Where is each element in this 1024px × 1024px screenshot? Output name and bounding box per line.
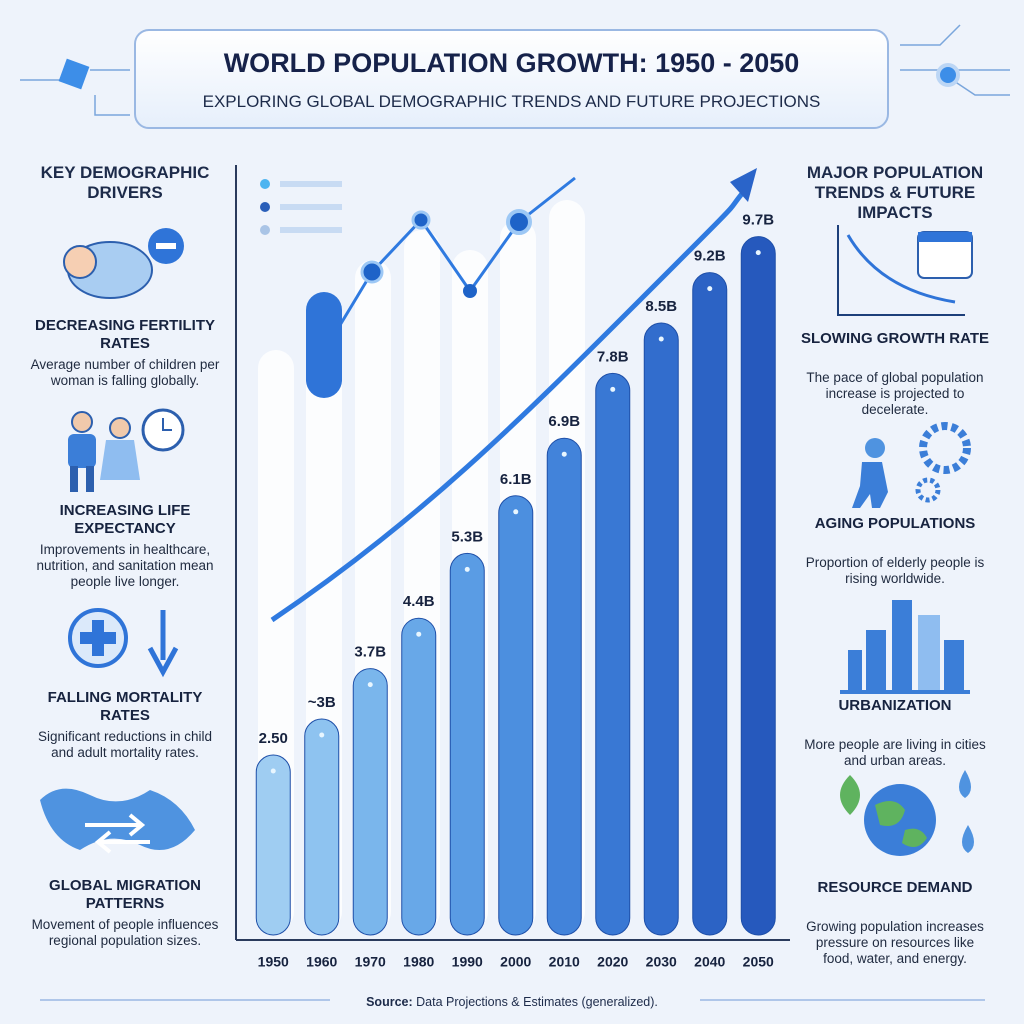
item-title: DECREASING FERTILITY RATES xyxy=(34,317,215,352)
value-label: 6.9B xyxy=(548,413,580,430)
x-tick-label: 2050 xyxy=(743,954,774,970)
bar-glow xyxy=(610,386,616,392)
item-text: Movement of people influences regional p… xyxy=(31,917,219,948)
source-label: Source: xyxy=(366,995,413,1009)
bar xyxy=(401,617,437,936)
x-tick-label: 1950 xyxy=(258,954,289,970)
bar xyxy=(740,236,776,936)
x-tick-label: 1980 xyxy=(403,954,434,970)
bar-glow xyxy=(464,566,470,572)
bar xyxy=(352,668,388,936)
right-heading: MAJOR POPULATION TRENDS & FUTURE IMPACTS xyxy=(806,163,984,222)
x-tick-label: 2010 xyxy=(549,954,580,970)
header-box xyxy=(134,29,889,129)
x-tick-label: 1990 xyxy=(452,954,483,970)
item-title: GLOBAL MIGRATION PATTERNS xyxy=(49,877,201,912)
bar xyxy=(449,552,485,936)
subtitle: EXPLORING GLOBAL DEMOGRAPHIC TRENDS AND … xyxy=(202,92,821,111)
aging-icon xyxy=(852,422,971,508)
item-text: Growing population increases pressure on… xyxy=(806,919,984,966)
item-text: The pace of global population increase i… xyxy=(806,370,984,417)
zigzag-dots xyxy=(360,209,532,298)
item-title: RESOURCE DEMAND xyxy=(817,879,973,896)
value-label: 9.7B xyxy=(742,212,774,229)
title: WORLD POPULATION GROWTH: 1950 - 2050 xyxy=(223,48,800,78)
item-text: Significant reductions in child and adul… xyxy=(37,729,213,760)
x-tick-label: 1970 xyxy=(355,954,386,970)
bar xyxy=(595,372,631,936)
legend-deco xyxy=(260,179,342,235)
trend-arrow xyxy=(270,188,747,623)
bar xyxy=(498,495,534,936)
item-title: SLOWING GROWTH RATE xyxy=(800,330,990,347)
value-label: 7.8B xyxy=(597,348,629,365)
elderly-icon xyxy=(68,408,185,492)
bar-glow xyxy=(755,250,761,256)
bar-glow xyxy=(561,451,567,457)
left-heading: KEY DEMOGRAPHIC DRIVERS xyxy=(40,163,210,202)
highlight-pill xyxy=(306,292,342,398)
growth-icon xyxy=(837,225,973,316)
item-title: URBANIZATION xyxy=(838,697,952,714)
value-label: 9.2B xyxy=(694,248,726,265)
item-title: FALLING MORTALITY RATES xyxy=(47,689,203,724)
item-text: More people are living in cities and urb… xyxy=(804,737,986,768)
bar-glow xyxy=(658,336,664,342)
item-title: INCREASING LIFE EXPECTANCY xyxy=(59,502,191,537)
bar xyxy=(546,437,582,936)
item-text: Proportion of elderly people is rising w… xyxy=(805,555,985,586)
bar-glow xyxy=(319,732,325,738)
bar-glow xyxy=(367,682,373,688)
mortality-icon xyxy=(68,608,179,678)
bar-glow xyxy=(270,768,276,774)
bar xyxy=(643,322,679,936)
bar xyxy=(692,272,728,936)
source: Source: Data Projections & Estimates (ge… xyxy=(0,995,1024,1009)
value-label: 4.4B xyxy=(403,593,435,610)
node-icon xyxy=(936,63,960,87)
cube-icon xyxy=(58,58,90,90)
x-tick-label: 1960 xyxy=(306,954,337,970)
item-title: AGING POPULATIONS xyxy=(814,515,976,532)
circuit xyxy=(20,24,1010,116)
value-label: 6.1B xyxy=(500,471,532,488)
value-label: 2.50 xyxy=(259,730,288,747)
migration-icon xyxy=(40,788,195,854)
value-label: 8.5B xyxy=(645,298,677,315)
resource-icon xyxy=(840,770,974,856)
item-text: Improvements in healthcare, nutrition, a… xyxy=(36,542,214,589)
arrow-head xyxy=(730,168,757,202)
x-tick-label: 2000 xyxy=(500,954,531,970)
bar-glow xyxy=(416,631,422,637)
x-tick-label: 2030 xyxy=(646,954,677,970)
bar xyxy=(304,718,340,936)
city-icon xyxy=(840,600,970,694)
source-text: Data Projections & Estimates (generalize… xyxy=(416,995,658,1009)
bar-glow xyxy=(513,509,519,515)
value-label: 3.7B xyxy=(354,644,386,661)
value-label: 5.3B xyxy=(451,528,483,545)
item-text: Average number of children per woman is … xyxy=(30,357,220,388)
value-label: ~3B xyxy=(308,694,336,711)
x-tick-label: 2020 xyxy=(597,954,628,970)
x-tick-label: 2040 xyxy=(694,954,725,970)
fertility-icon xyxy=(63,228,184,299)
bar-glow xyxy=(707,286,713,292)
bar xyxy=(255,754,291,936)
